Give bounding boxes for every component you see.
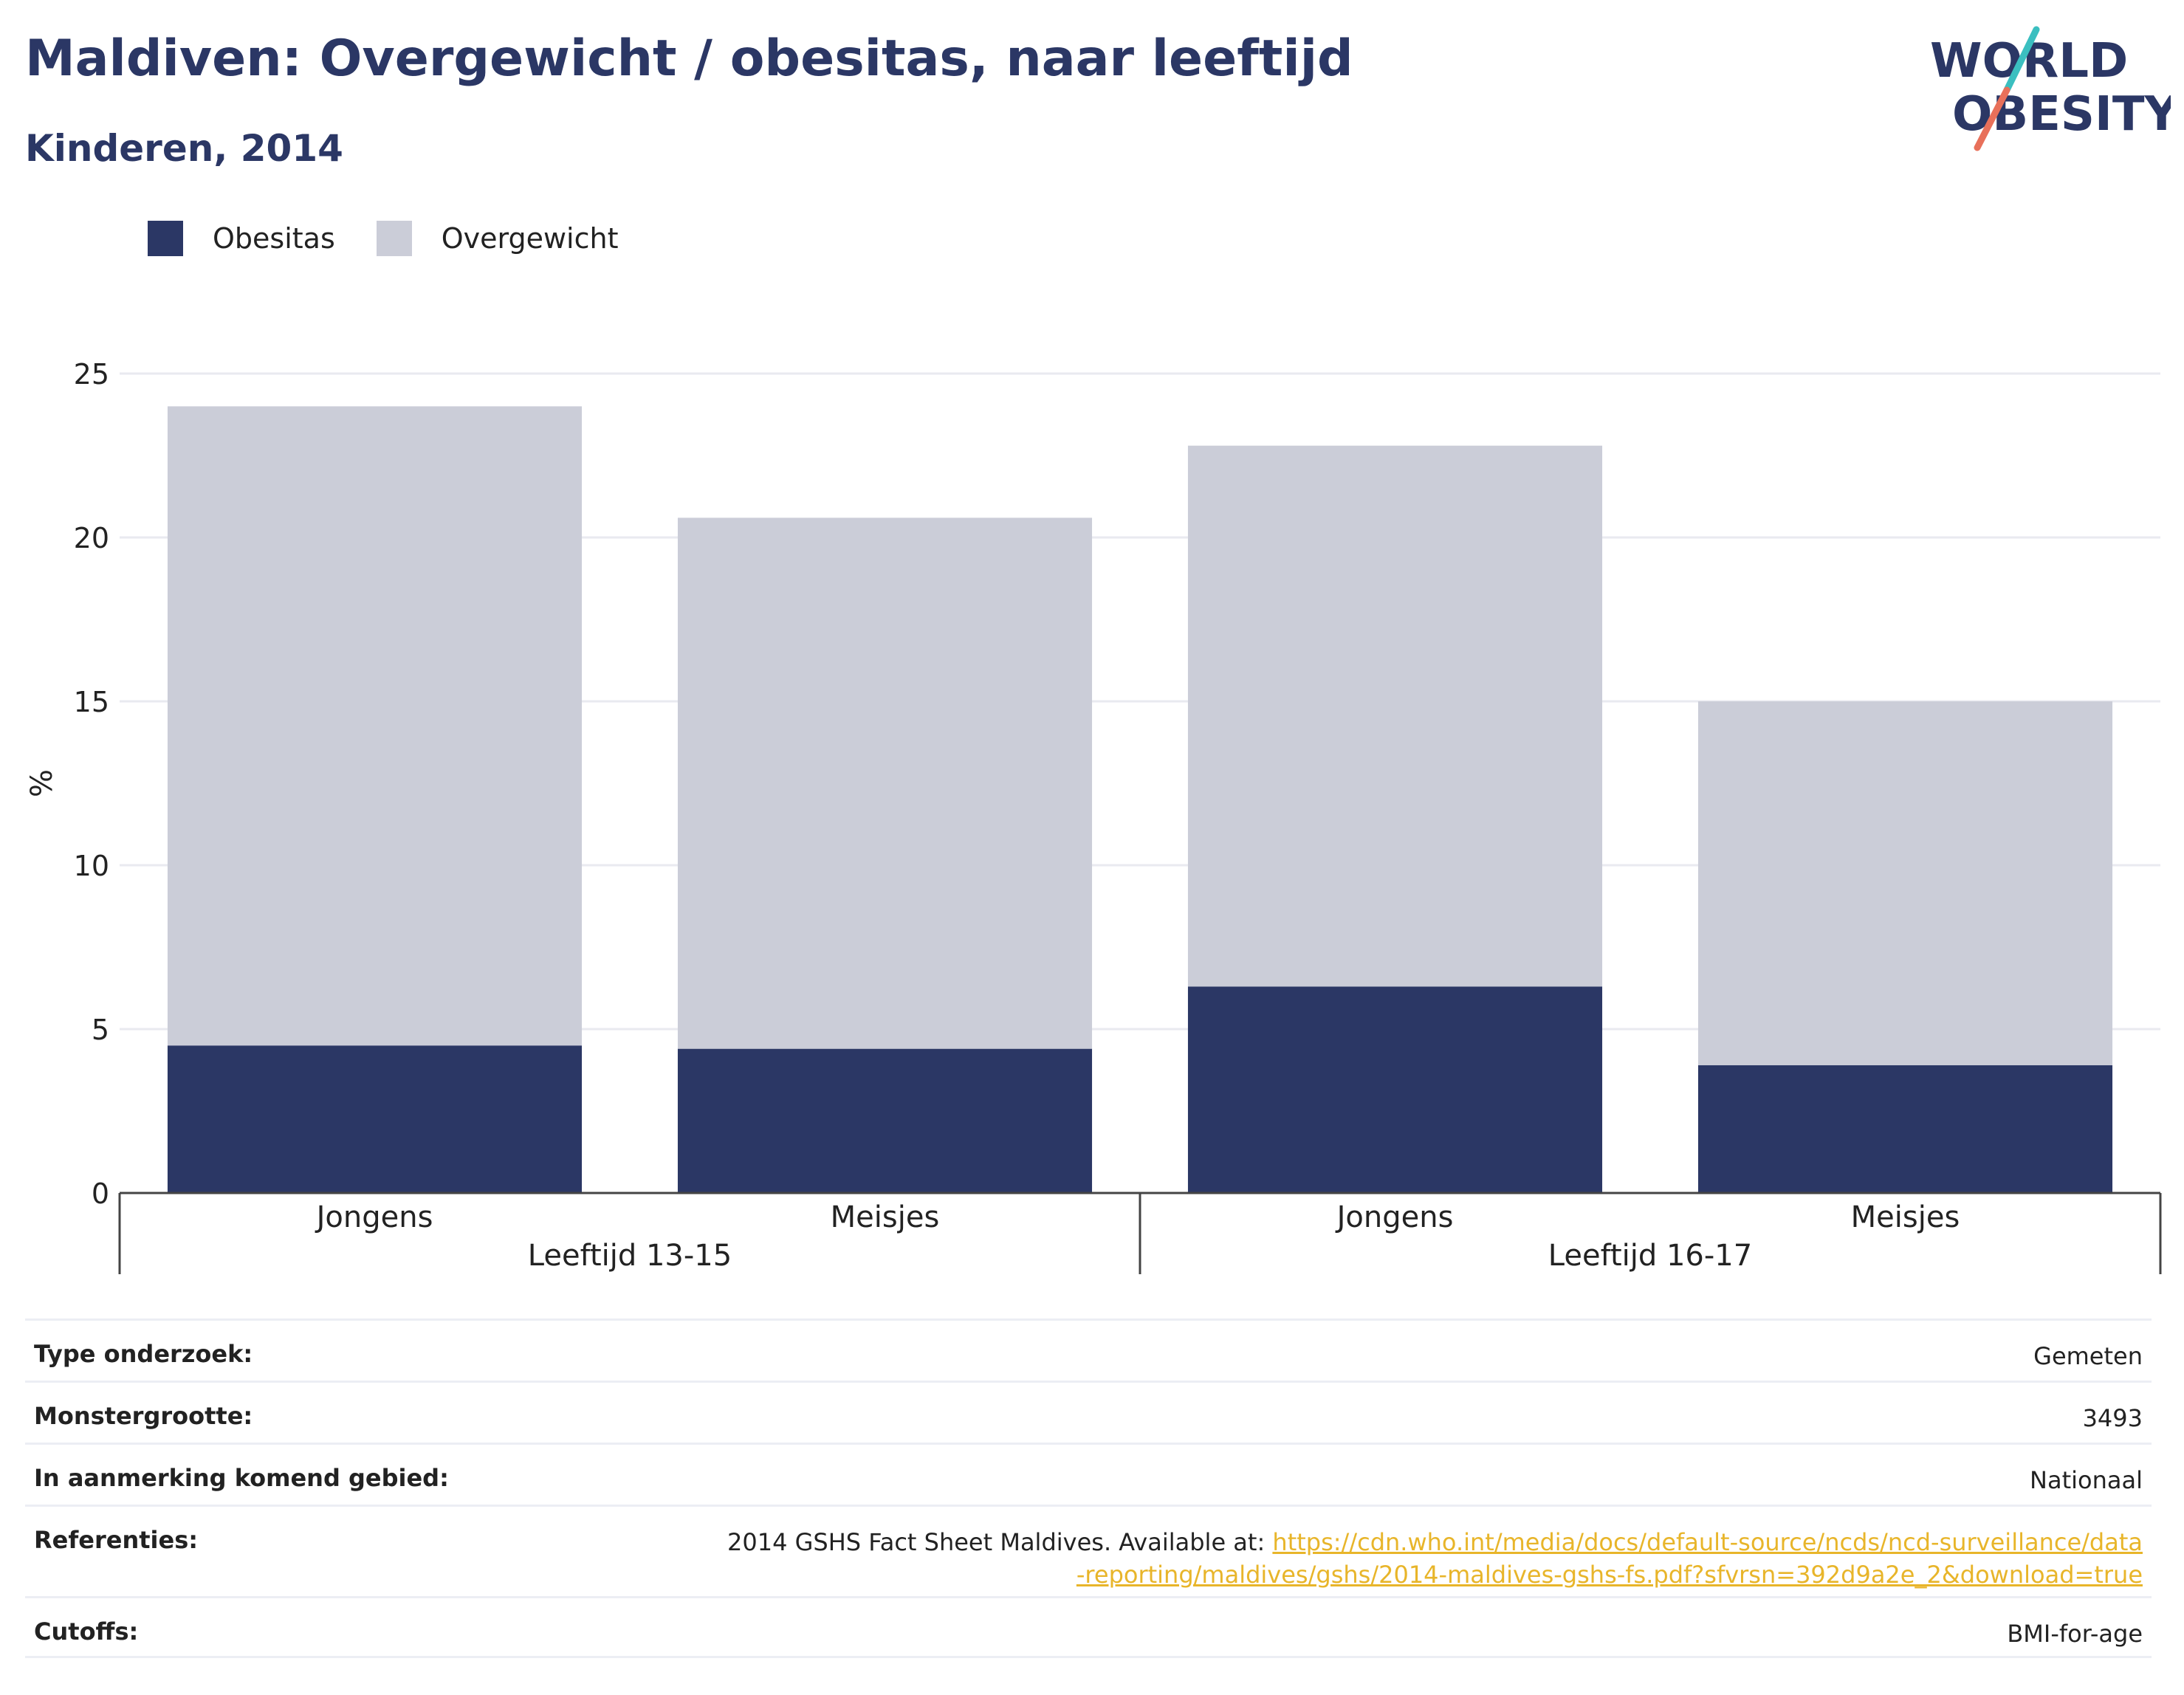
- legend-swatch-overgewicht: [376, 221, 412, 256]
- bar-overgewicht: [677, 518, 1093, 1049]
- info-label-type: Type onderzoek:: [34, 1340, 253, 1368]
- reference-text: 2014 GSHS Fact Sheet Maldives. Available…: [727, 1528, 1273, 1556]
- x-group-label: Leeftijd 16-17: [1548, 1239, 1752, 1273]
- info-value-type: Gemeten: [2033, 1342, 2143, 1370]
- info-label-references: Referenties:: [34, 1526, 199, 1554]
- info-label-cutoffs: Cutoffs:: [34, 1617, 139, 1646]
- info-value-sample: 3493: [2082, 1404, 2143, 1432]
- legend-swatch-obesitas: [148, 221, 183, 256]
- x-tick-label: Jongens: [315, 1200, 433, 1234]
- world-obesity-logo: WORLD OBESITY: [1930, 26, 2171, 151]
- info-row-area: In aanmerking komend gebied: Nationaal: [25, 1443, 2152, 1505]
- bar-chart: 0 5 10 15 20 25% Jongens Meisjes Jongens Meisjes L…: [25, 358, 2162, 1274]
- info-row-type: Type onderzoek: Gemeten: [25, 1318, 2152, 1381]
- bar-overgewicht: [1187, 445, 1603, 987]
- bar-obesitas: [1697, 1065, 2113, 1193]
- info-value-area: Nationaal: [2030, 1466, 2143, 1494]
- bar-obesitas: [167, 1045, 583, 1193]
- x-group-label: Leeftijd 13-15: [528, 1239, 732, 1273]
- info-label-sample: Monstergrootte:: [34, 1402, 253, 1430]
- info-row-references: Referenties: 2014 GSHS Fact Sheet Maldiv…: [25, 1505, 2152, 1596]
- info-row-sample: Monstergrootte: 3493: [25, 1381, 2152, 1443]
- bar-obesitas: [677, 1048, 1093, 1193]
- chart-title: Maldiven: Overgewicht / obesitas, naar l…: [25, 30, 1353, 88]
- bar-overgewicht: [167, 406, 583, 1046]
- x-tick-label: Jongens: [1335, 1200, 1454, 1234]
- bar-overgewicht: [1697, 701, 2113, 1065]
- legend-label-obesitas: Obesitas: [213, 222, 335, 255]
- y-tick-label: 10: [74, 850, 109, 882]
- y-tick-label: 5: [92, 1014, 109, 1046]
- bar-obesitas: [1187, 986, 1603, 1193]
- chart-subtitle: Kinderen, 2014: [25, 127, 343, 170]
- legend-item-overgewicht[interactable]: Overgewicht: [376, 221, 619, 256]
- y-tick-label: 25: [74, 358, 109, 391]
- info-row-cutoffs: Cutoffs: BMI-for-age: [25, 1596, 2152, 1658]
- legend-item-obesitas[interactable]: Obesitas: [148, 221, 335, 256]
- info-label-area: In aanmerking komend gebied:: [34, 1464, 449, 1492]
- info-table: Type onderzoek: Gemeten Monstergrootte: …: [25, 1318, 2152, 1658]
- y-tick-label: 20: [74, 522, 109, 554]
- y-tick-label: 15: [74, 686, 109, 718]
- info-value-cutoffs: BMI-for-age: [2007, 1620, 2143, 1648]
- y-axis-label: %: [25, 769, 59, 797]
- info-value-references: 2014 GSHS Fact Sheet Maldives. Available…: [725, 1526, 2143, 1591]
- legend-label-overgewicht: Overgewicht: [441, 222, 619, 255]
- reference-link[interactable]: https://cdn.who.int/media/docs/default-s…: [1076, 1528, 2143, 1589]
- x-tick-label: Meisjes: [1851, 1200, 1960, 1234]
- y-tick-label: 0: [92, 1177, 109, 1210]
- x-tick-label: Meisjes: [831, 1200, 940, 1234]
- chart-legend: Obesitas Overgewicht: [148, 219, 660, 258]
